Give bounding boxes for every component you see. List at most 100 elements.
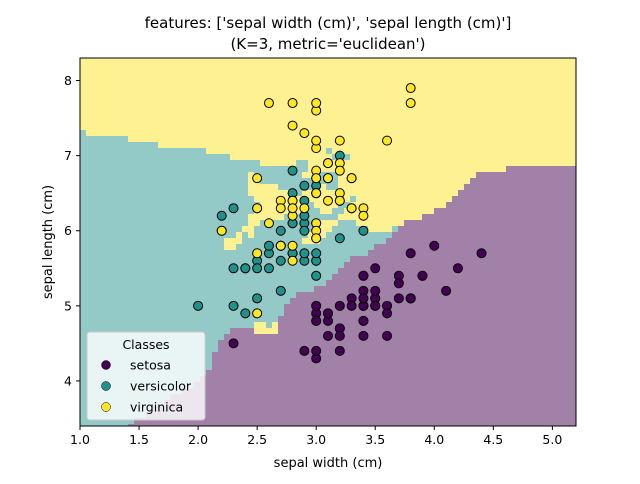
region-cell [548, 160, 555, 167]
region-cell [224, 196, 231, 203]
region-cell [368, 154, 375, 161]
region-cell [350, 118, 357, 125]
region-cell [446, 154, 453, 161]
region-cell [290, 184, 297, 191]
region-cell [320, 214, 327, 221]
region-cell [506, 142, 513, 149]
region-cell [350, 286, 357, 293]
region-cell [422, 364, 429, 371]
region-cell [350, 166, 357, 173]
region-cell [440, 406, 447, 413]
region-cell [80, 142, 87, 149]
region-cell [380, 298, 387, 305]
region-cell [374, 346, 381, 353]
region-cell [104, 112, 111, 119]
region-cell [236, 346, 243, 353]
region-cell [206, 388, 213, 395]
region-cell [434, 334, 441, 341]
region-cell [230, 160, 237, 167]
region-cell [530, 196, 537, 203]
region-cell [248, 208, 255, 215]
region-cell [134, 130, 141, 137]
region-cell [236, 166, 243, 173]
region-cell [350, 190, 357, 197]
region-cell [212, 238, 219, 245]
region-cell [236, 94, 243, 101]
region-cell [224, 346, 231, 353]
region-cell [218, 100, 225, 107]
region-cell [392, 244, 399, 251]
region-cell [350, 262, 357, 269]
region-cell [428, 100, 435, 107]
region-cell [248, 316, 255, 323]
region-cell [320, 364, 327, 371]
region-cell [554, 94, 561, 101]
region-cell [128, 202, 135, 209]
region-cell [386, 376, 393, 383]
region-cell [236, 184, 243, 191]
region-cell [404, 214, 411, 221]
region-cell [572, 274, 576, 281]
region-cell [512, 358, 519, 365]
region-cell [374, 214, 381, 221]
region-cell [260, 190, 267, 197]
region-cell [488, 58, 495, 65]
region-cell [458, 238, 465, 245]
region-cell [164, 64, 171, 71]
region-cell [176, 226, 183, 233]
region-cell [92, 136, 99, 143]
region-cell [536, 244, 543, 251]
region-cell [194, 106, 201, 113]
region-cell [422, 178, 429, 185]
region-cell [464, 256, 471, 263]
region-cell [158, 208, 165, 215]
region-cell [572, 160, 576, 167]
region-cell [272, 250, 279, 257]
region-cell [164, 88, 171, 95]
region-cell [278, 340, 285, 347]
region-cell [452, 220, 459, 227]
region-cell [236, 358, 243, 365]
region-cell [188, 250, 195, 257]
region-cell [296, 376, 303, 383]
region-cell [212, 148, 219, 155]
region-cell [566, 316, 573, 323]
region-cell [464, 298, 471, 305]
region-cell [452, 238, 459, 245]
region-cell [104, 82, 111, 89]
region-cell [398, 388, 405, 395]
region-cell [146, 142, 153, 149]
region-cell [212, 196, 219, 203]
region-cell [506, 154, 513, 161]
region-cell [272, 184, 279, 191]
region-cell [356, 328, 363, 335]
region-cell [194, 274, 201, 281]
region-cell [404, 220, 411, 227]
region-cell [152, 154, 159, 161]
region-cell [476, 118, 483, 125]
region-cell [212, 184, 219, 191]
region-cell [266, 304, 273, 311]
region-cell [134, 304, 141, 311]
region-cell [572, 124, 576, 131]
region-cell [230, 154, 237, 161]
region-cell [356, 94, 363, 101]
region-cell [422, 154, 429, 161]
region-cell [416, 280, 423, 287]
region-cell [134, 64, 141, 71]
region-cell [392, 124, 399, 131]
region-cell [380, 232, 387, 239]
region-cell [524, 316, 531, 323]
region-cell [296, 280, 303, 287]
region-cell [116, 304, 123, 311]
region-cell [488, 346, 495, 353]
region-cell [236, 328, 243, 335]
region-cell [230, 106, 237, 113]
region-cell [80, 178, 87, 185]
region-cell [332, 316, 339, 323]
region-cell [296, 202, 303, 209]
region-cell [80, 112, 87, 119]
region-cell [572, 220, 576, 227]
region-cell [494, 244, 501, 251]
region-cell [518, 118, 525, 125]
